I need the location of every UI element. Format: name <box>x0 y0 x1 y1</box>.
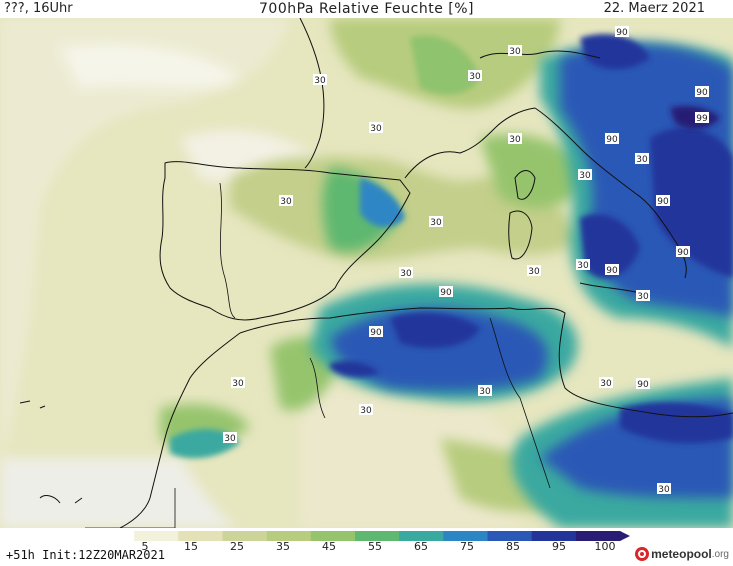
colorbar-tick-label: 75 <box>460 540 474 553</box>
contour-label: 90 <box>657 197 669 207</box>
country-borders <box>85 182 551 528</box>
humidity-map: 30 30 90 30 90 99 30 90 30 30 30 90 30 30 30 90 90 30 90 30… <box>0 18 733 528</box>
coastlines <box>19 18 733 528</box>
colorbar <box>90 531 630 541</box>
contour-label-bg <box>478 385 492 396</box>
contour-label-bg <box>576 259 590 270</box>
contour-label: 90 <box>616 28 628 38</box>
contour-label-bg <box>656 195 670 206</box>
colorbar-swatch <box>90 531 135 541</box>
contour-label: 30 <box>280 197 292 207</box>
contour-label: 90 <box>696 88 708 98</box>
colorbar-swatch <box>575 531 621 541</box>
valid-date-label: 22. Maerz 2021 <box>603 1 705 16</box>
colorbar-arrow <box>620 531 630 541</box>
logo-tld: .org <box>711 548 729 560</box>
contour-label: 30 <box>232 379 244 389</box>
contour-label: 30 <box>479 387 491 397</box>
contour-label-bg <box>615 26 629 37</box>
contour-label-bg <box>231 377 245 388</box>
contour-label: 90 <box>677 248 689 258</box>
logo-brand: meteopool <box>651 547 712 561</box>
contour-label-bg <box>676 246 690 257</box>
contour-label: 30 <box>579 171 591 181</box>
contour-label: 30 <box>636 155 648 165</box>
colorbar-swatch <box>487 531 533 541</box>
colorbar-tick-label: 85 <box>506 540 520 553</box>
contour-label: 30 <box>314 76 326 86</box>
contour-label: 30 <box>400 269 412 279</box>
humidity-field <box>0 18 733 528</box>
colorbar-swatch <box>266 531 312 541</box>
contour-label-bg <box>508 133 522 144</box>
contour-label: 90 <box>440 288 452 298</box>
colorbar-swatch <box>443 531 488 541</box>
colorbar-tick-label: 100 <box>594 540 616 553</box>
contour-label: 90 <box>370 328 382 338</box>
colorbar-swatch <box>178 531 223 541</box>
contour-label: 30 <box>600 379 612 389</box>
contour-label-bg <box>635 153 649 164</box>
colorbar-swatch <box>134 531 179 541</box>
map-title: 700hPa Relative Feuchte [%] <box>259 1 474 17</box>
contour-label: 90 <box>637 380 649 390</box>
contour-label-bg <box>223 432 237 443</box>
colorbar-tick-label: 95 <box>552 540 566 553</box>
contour-label: 30 <box>577 261 589 271</box>
valid-time-label: ???, 16Uhr <box>4 1 73 16</box>
contour-label-bg <box>636 378 650 389</box>
contour-label: 90 <box>606 135 618 145</box>
meteopool-logo[interactable]: meteopool .org <box>635 544 729 564</box>
contour-label-bg <box>439 286 453 297</box>
contour-label-bg <box>527 265 541 276</box>
colorbar-tick-label: 15 <box>184 540 198 553</box>
contour-label-bg <box>359 404 373 415</box>
contour-label: 90 <box>606 266 618 276</box>
contour-label-bg <box>399 267 413 278</box>
contour-label-bg <box>369 122 383 133</box>
colorbar-swatch <box>355 531 400 541</box>
contour-label-bg <box>605 133 619 144</box>
colorbar-tick-label: 25 <box>230 540 244 553</box>
contour-label-bg <box>369 326 383 337</box>
colorbar-swatch <box>531 531 577 541</box>
contour-label-bg <box>605 264 619 275</box>
contour-label-bg <box>657 483 671 494</box>
contour-label: 30 <box>370 124 382 134</box>
contour-label-bg <box>578 169 592 180</box>
contour-label-bg <box>636 290 650 301</box>
colorbar-tick-label: 55 <box>368 540 382 553</box>
colorbar-tick-label: 35 <box>276 540 290 553</box>
contour-label-bg <box>429 216 443 227</box>
contour-label: 30 <box>469 72 481 82</box>
run-info: +51h Init:12Z20MAR2021 <box>6 548 165 562</box>
contour-label: 30 <box>509 135 521 145</box>
colorbar-swatch <box>399 531 444 541</box>
logo-icon <box>635 547 650 561</box>
contour-label-bg <box>508 45 522 56</box>
contour-label: 30 <box>658 485 670 495</box>
contour-label-bg <box>695 86 709 97</box>
contour-label-bg <box>468 70 482 81</box>
colorbar-tick-label: 45 <box>322 540 336 553</box>
contour-label-bg <box>695 112 709 123</box>
contour-labels: 30 30 90 30 90 99 30 90 30 30 30 90 30 30 30 90 90 30 90 30… <box>223 26 709 495</box>
contour-label-bg <box>279 195 293 206</box>
colorbar-tick-label: 5 <box>141 540 149 553</box>
contour-label-bg <box>313 74 327 85</box>
colorbar-swatch <box>310 531 356 541</box>
contour-label: 30 <box>637 292 649 302</box>
contour-label: 99 <box>696 114 708 124</box>
contour-label: 30 <box>224 434 236 444</box>
contour-label: 30 <box>360 406 372 416</box>
contour-label: 30 <box>509 47 521 57</box>
colorbar-tick-label: 65 <box>414 540 428 553</box>
contour-label: 30 <box>528 267 540 277</box>
contour-label-bg <box>599 377 613 388</box>
contour-label: 30 <box>430 218 442 228</box>
colorbar-swatch <box>222 531 268 541</box>
